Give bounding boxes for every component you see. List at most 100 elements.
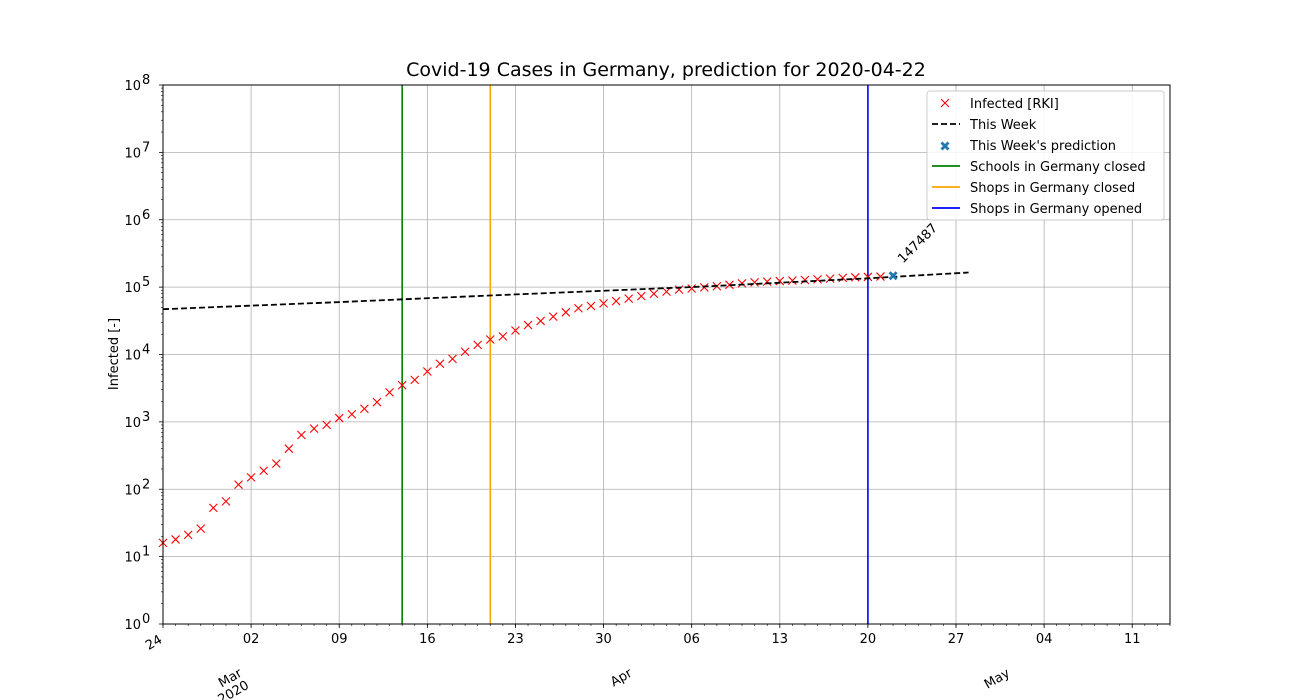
- data-point: [385, 387, 394, 397]
- chart-title: Covid-19 Cases in Germany, prediction fo…: [406, 59, 926, 81]
- data-point: [422, 367, 432, 376]
- data-point: [234, 480, 243, 490]
- data-point: [611, 296, 621, 306]
- y-tick-label: 10: [124, 146, 141, 161]
- data-point: [876, 272, 885, 281]
- data-point: [322, 420, 332, 430]
- legend-label: Infected [RKI]: [970, 97, 1059, 112]
- x-tick-label: 04: [1036, 632, 1053, 647]
- data-point: [259, 466, 269, 476]
- data-point: [372, 397, 382, 407]
- legend-marker: [940, 98, 950, 108]
- y-tick-label: 10: [124, 618, 141, 633]
- legend-box: [926, 90, 1165, 221]
- data-point: [271, 459, 281, 469]
- legend: Infected [RKI] This Week This Week's predi…: [926, 90, 1165, 221]
- x-tick-label: 16: [419, 632, 436, 647]
- data-point: [813, 274, 822, 284]
- data-point: [448, 354, 457, 364]
- y-tick-exponent: 5: [142, 275, 150, 290]
- x-tick-label: 27: [948, 632, 965, 647]
- x-tick-label: 24: [143, 632, 165, 653]
- y-tick-label: 10: [124, 214, 141, 229]
- data-point: [511, 326, 520, 335]
- data-point: [825, 274, 835, 283]
- legend-entry: Infected [RKI]: [940, 97, 1059, 112]
- y-tick-label: 10: [124, 349, 141, 364]
- y-tick-exponent: 8: [142, 73, 150, 88]
- data-point: [687, 284, 697, 293]
- data-point: [347, 409, 357, 419]
- event-lines: [401, 85, 869, 624]
- x-tick-label: 23: [507, 632, 524, 647]
- data-point: [800, 275, 810, 285]
- legend-label: This Week's prediction: [969, 139, 1116, 154]
- data-point: [473, 340, 483, 350]
- legend-entry: Schools in Germany closed: [932, 160, 1146, 175]
- data-point: [284, 444, 294, 454]
- legend-entry: Shops in Germany closed: [932, 181, 1135, 196]
- data-point: [548, 312, 558, 322]
- data-point: [599, 299, 608, 308]
- y-tick-exponent: 3: [142, 410, 150, 425]
- data-point: [750, 277, 760, 287]
- data-point: [360, 404, 369, 414]
- data-point: [485, 335, 495, 344]
- legend-label: Schools in Germany closed: [970, 160, 1146, 175]
- y-tick-exponent: 7: [142, 140, 150, 155]
- data-point: [662, 287, 671, 296]
- data-point: [246, 472, 256, 482]
- x-tick-label: 02: [243, 632, 260, 647]
- y-tick-exponent: 0: [142, 612, 150, 627]
- y-tick-exponent: 1: [142, 545, 150, 560]
- legend-entry: This Week's prediction: [940, 139, 1116, 154]
- y-tick-label: 10: [124, 416, 141, 431]
- prediction-point: [888, 271, 898, 281]
- legend-entry: This Week: [932, 118, 1037, 133]
- data-point: [297, 430, 306, 440]
- legend-entry: Shops in Germany opened: [932, 202, 1142, 217]
- data-point: [460, 347, 470, 357]
- y-tick-exponent: 2: [142, 477, 150, 492]
- data-point: [762, 277, 772, 287]
- data-point: [334, 413, 344, 423]
- x-tick-label: 20: [860, 632, 877, 647]
- data-point: [435, 359, 445, 369]
- x-tick-label: 06: [683, 632, 700, 647]
- y-axis-label: Infected [-]: [107, 318, 122, 390]
- data-point: [863, 272, 873, 282]
- y-tick-label: 10: [124, 281, 141, 296]
- data-point: [850, 272, 860, 282]
- data-point: [624, 294, 634, 304]
- data-point: [208, 503, 218, 513]
- data-point: [410, 375, 420, 385]
- data-point: [649, 289, 659, 299]
- legend-label: Shops in Germany opened: [970, 202, 1142, 217]
- data-point: [221, 497, 231, 506]
- x-tick-label: 11: [1124, 632, 1141, 647]
- series-line: [162, 271, 969, 311]
- x-tick-label: 13: [772, 632, 789, 647]
- data-point: [636, 291, 646, 301]
- x-tick-label: 30: [595, 632, 612, 647]
- data-point: [787, 276, 797, 285]
- data-point: [196, 524, 206, 534]
- x-tick-label: 09: [331, 632, 348, 647]
- legend-label: This Week: [969, 118, 1037, 133]
- data-point: [737, 279, 747, 288]
- data-point: [523, 320, 533, 330]
- y-tick-exponent: 4: [142, 343, 150, 358]
- data-point: [309, 424, 319, 433]
- data-point: [498, 331, 508, 341]
- data-point: [397, 380, 407, 390]
- data-point: [171, 535, 180, 544]
- y-tick-label: 10: [124, 79, 141, 94]
- data-point: [183, 530, 193, 540]
- data-point: [536, 316, 546, 326]
- y-tick-label: 10: [124, 551, 141, 566]
- data-point: [573, 303, 583, 313]
- y-tick-label: 10: [124, 483, 141, 498]
